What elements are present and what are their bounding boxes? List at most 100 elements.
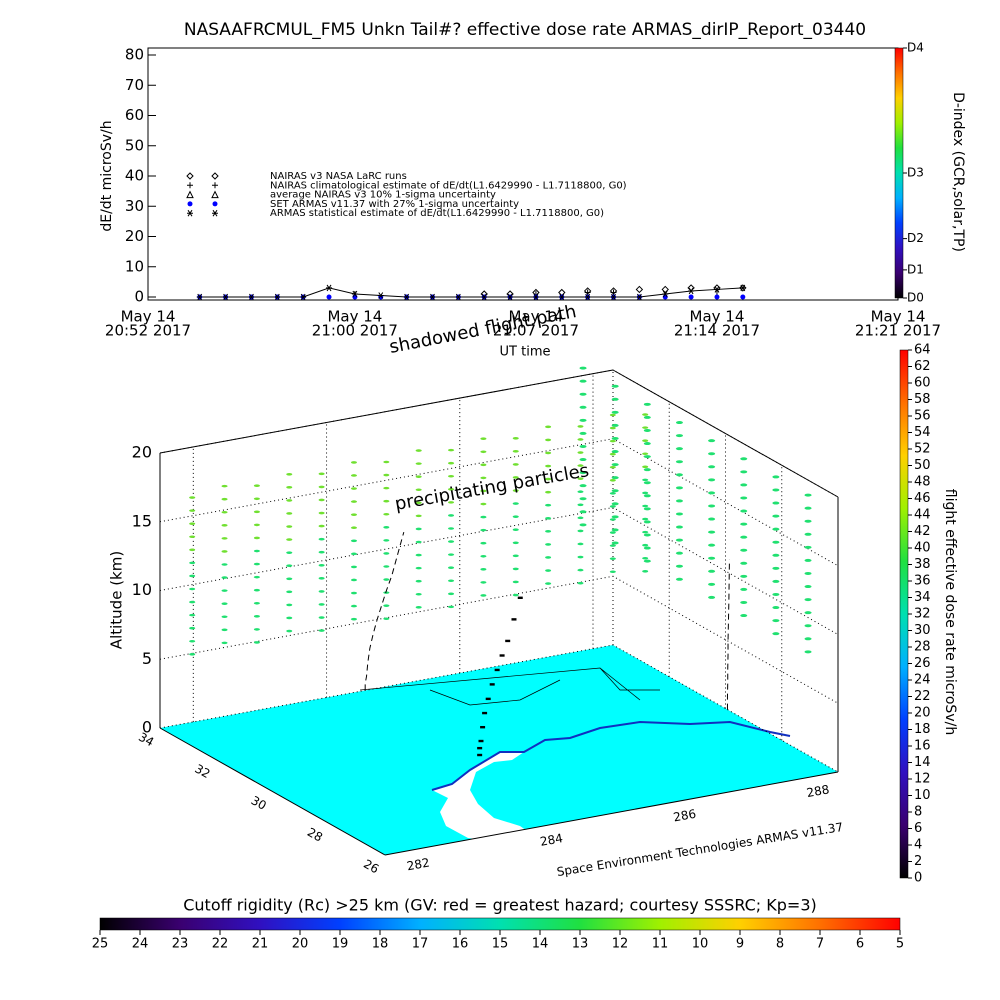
plot-frame (147, 47, 899, 301)
flight-point (477, 753, 483, 757)
colorbar-tick-label: 56 (914, 409, 931, 424)
particle-marker (643, 494, 651, 498)
particle-marker (804, 571, 812, 575)
colorbar-tick-label: 13 (572, 937, 589, 952)
particle-marker (545, 490, 552, 494)
data-point (300, 293, 307, 301)
particle-marker (286, 499, 293, 502)
particle-marker (448, 474, 455, 478)
colorbar-title: Cutoff rigidity (Rc) >25 km (GV: red = g… (183, 896, 817, 915)
particle-marker (675, 447, 683, 451)
particle-marker (350, 617, 357, 621)
colorbar-tick-label: D2 (907, 231, 924, 245)
legend-marker (187, 201, 193, 207)
particle-marker (545, 569, 552, 572)
particle-marker (804, 624, 812, 628)
particle-marker (189, 535, 196, 539)
data-point (636, 293, 643, 301)
particle-marker (480, 502, 487, 506)
data-point (688, 287, 695, 295)
particle-marker (611, 384, 619, 388)
particle-marker (480, 541, 487, 545)
colorbar-tick-label: 48 (914, 475, 931, 490)
particle-marker (577, 555, 584, 559)
particle-marker (480, 568, 487, 571)
colorbar (899, 349, 909, 879)
z-tick-label: 5 (142, 649, 152, 668)
particle-marker (350, 474, 357, 477)
particle-marker (480, 528, 487, 532)
y-tick-label: 10 (125, 257, 144, 275)
particle-marker (740, 496, 748, 500)
colorbar-tick-label: 36 (914, 574, 931, 589)
particle-marker (286, 616, 293, 620)
particle-marker (253, 562, 260, 566)
colorbar-tick-label: 46 (914, 491, 931, 506)
particle-marker (383, 486, 390, 490)
particle-marker (448, 579, 455, 583)
particle-marker (609, 426, 616, 430)
particle-marker (286, 564, 293, 568)
x-axis-title: UT time (500, 345, 551, 360)
colorbar-tick-label: 24 (914, 673, 931, 688)
particle-marker (415, 606, 422, 609)
particle-marker (740, 614, 748, 618)
particle-marker (383, 578, 390, 581)
particle-marker (804, 650, 812, 654)
particle-marker (253, 549, 260, 553)
particle-marker (675, 473, 683, 477)
particle-marker (189, 509, 196, 512)
particle-marker (350, 578, 357, 582)
particle-marker (512, 515, 519, 518)
particle-marker (579, 405, 587, 409)
particle-marker (643, 481, 651, 485)
particle-marker (611, 410, 619, 414)
particle-marker (253, 523, 260, 527)
particle-marker (772, 579, 780, 583)
particle-marker (579, 484, 587, 488)
legend-marker (211, 190, 219, 199)
particle-marker (253, 536, 260, 540)
data-point (687, 284, 695, 292)
particle-marker (189, 496, 196, 499)
box-edge (612, 369, 839, 498)
colorbar-tick-label: 8 (776, 937, 784, 952)
particle-marker (415, 579, 422, 583)
z-axis-title: Altitude (km) (108, 551, 126, 649)
particle-marker (512, 593, 519, 597)
colorbar-tick-label: D3 (907, 166, 924, 180)
particle-marker (415, 514, 422, 518)
coastline (431, 720, 791, 791)
colorbar-tick-label: 22 (212, 937, 229, 952)
z-tick-label: 15 (132, 511, 152, 530)
particle-marker (383, 526, 390, 529)
particle-marker (448, 448, 455, 452)
particle-marker (577, 490, 584, 494)
particle-marker (286, 551, 293, 554)
particle-marker (772, 527, 780, 531)
particle-marker (804, 585, 812, 589)
particle-marker (804, 611, 812, 615)
particle-marker (286, 525, 293, 528)
data-point (661, 285, 669, 294)
flight-point (482, 711, 488, 715)
particle-marker (221, 641, 228, 645)
lat-tick-label: 34 (136, 730, 156, 750)
colorbar-tick-label: 32 (914, 607, 931, 622)
colorbar-tick-label: 30 (914, 623, 931, 638)
colorbar-title: flight effective dose rate microSv/h (942, 489, 958, 735)
particle-marker (609, 492, 616, 495)
particle-marker (611, 541, 619, 545)
particle-marker (221, 576, 228, 579)
flight-point (517, 596, 523, 599)
particle-marker (350, 513, 357, 516)
x-tick-label: May 14 (121, 308, 176, 326)
box-edge (159, 369, 614, 454)
flight-point (477, 746, 483, 750)
particle-marker (577, 438, 584, 441)
particle-marker (772, 475, 780, 479)
grid-line (159, 438, 839, 567)
y-tick-label: 40 (125, 167, 144, 185)
